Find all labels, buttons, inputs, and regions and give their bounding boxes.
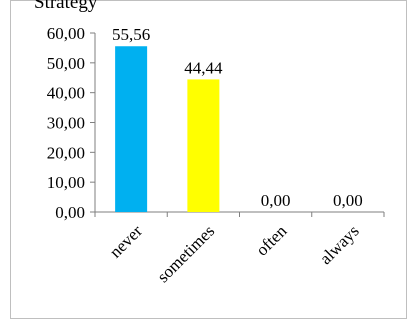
x-tick-label-always: always xyxy=(316,221,363,268)
bar-sometimes xyxy=(187,79,220,212)
chart-border xyxy=(10,0,407,319)
y-tick-label: 30,00 xyxy=(47,114,85,133)
y-tick-label: 40,00 xyxy=(47,84,85,103)
data-label-sometimes: 44,44 xyxy=(184,58,223,77)
data-label-never: 55,56 xyxy=(112,25,150,44)
y-tick-label: 0,00 xyxy=(55,203,85,222)
data-labels: 55,56 44,44 0,00 0,00 xyxy=(112,25,363,210)
chart-title: Strategy xyxy=(34,0,98,13)
x-tick-label-sometimes: sometimes xyxy=(153,221,218,286)
x-tick-labels: never sometimes often always xyxy=(106,221,363,286)
data-label-always: 0,00 xyxy=(333,191,363,210)
x-tick-label-never: never xyxy=(106,221,146,261)
y-tick-label: 20,00 xyxy=(47,143,85,162)
y-tick-label: 60,00 xyxy=(47,24,85,43)
y-tick-label: 50,00 xyxy=(47,54,85,73)
data-label-often: 0,00 xyxy=(261,191,291,210)
y-tick-labels: 0,00 10,00 20,00 30,00 40,00 50,00 60,00 xyxy=(47,24,85,222)
y-tick-label: 10,00 xyxy=(47,173,85,192)
bar-never xyxy=(115,46,148,212)
bars xyxy=(115,46,220,212)
x-tick-label-often: often xyxy=(252,221,290,259)
